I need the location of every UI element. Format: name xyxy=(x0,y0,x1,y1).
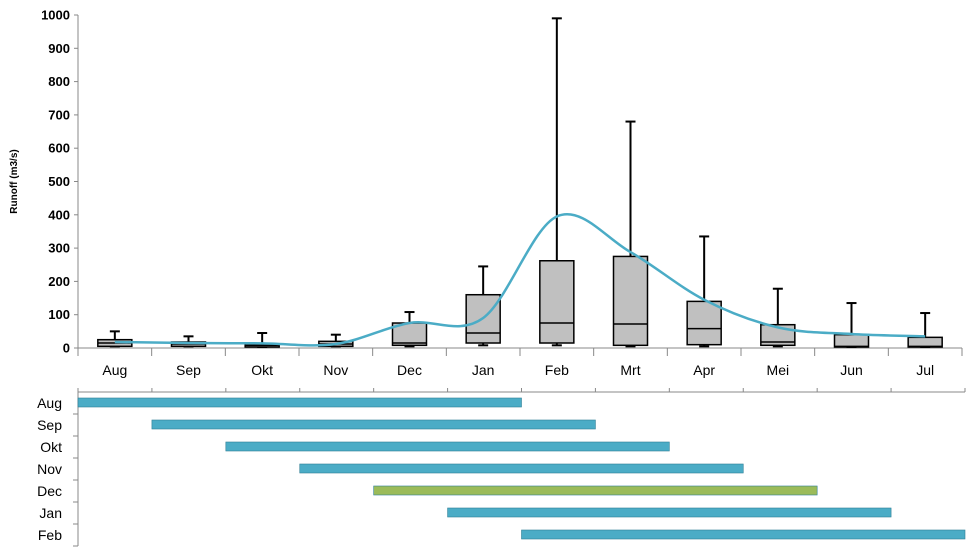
y-tick-label: 200 xyxy=(48,274,70,289)
gantt-row-label: Dec xyxy=(37,483,62,499)
gantt-bar-feb xyxy=(521,529,966,540)
y-tick-label: 300 xyxy=(48,241,70,256)
y-tick-label: 1000 xyxy=(41,8,70,23)
gantt-bar-dec xyxy=(373,485,818,496)
gantt-row-label: Sep xyxy=(37,417,62,433)
box-iqr xyxy=(907,336,943,348)
gantt-row-label: Jan xyxy=(39,505,62,521)
gantt-bar-nov xyxy=(299,463,744,474)
y-tick-label: 700 xyxy=(48,107,70,122)
box-sep xyxy=(170,335,207,348)
x-tick-label: Jun xyxy=(840,362,863,378)
box-aug xyxy=(97,330,133,348)
x-tick-label: Mei xyxy=(767,362,790,378)
x-tick-label: Sep xyxy=(176,362,201,378)
y-tick-label: 900 xyxy=(48,41,70,56)
x-tick-label: Feb xyxy=(545,362,569,378)
boxplot-panel: 0 100 200 300 400 500 600 700 800 900 1000 Runoff (… xyxy=(9,8,963,378)
gantt-bar-okt xyxy=(225,441,670,452)
box-mrt xyxy=(612,120,649,348)
gantt-panel: Aug Sep Okt Nov Dec Jan Feb xyxy=(37,388,966,547)
box-dec xyxy=(391,311,428,348)
box-feb xyxy=(539,17,575,347)
gantt-bar-sep xyxy=(151,419,596,430)
gantt-bar-aug xyxy=(77,397,522,408)
x-tick-label: Jul xyxy=(916,362,934,378)
y-axis-title: Runoff (m3/s) xyxy=(9,149,20,213)
gantt-bar-jan xyxy=(447,507,892,518)
y-tick-label: 500 xyxy=(48,174,70,189)
box-apr xyxy=(686,235,722,348)
x-tick-label: Jan xyxy=(472,362,495,378)
box-jul xyxy=(907,312,943,349)
y-tick-label: 600 xyxy=(48,141,70,156)
x-tick-label: Nov xyxy=(323,362,348,378)
y-tick-label: 400 xyxy=(48,207,70,222)
gantt-row-label: Nov xyxy=(37,461,62,477)
box-okt xyxy=(244,332,280,349)
y-tick-label: 800 xyxy=(48,74,70,89)
x-tick-label: Okt xyxy=(251,362,273,378)
box-iqr xyxy=(833,333,870,348)
gantt-row-label: Aug xyxy=(37,395,62,411)
y-tick-label: 100 xyxy=(48,307,70,322)
x-tick-label: Aug xyxy=(102,362,127,378)
mean-runoff-line xyxy=(114,213,926,347)
y-tick-label: 0 xyxy=(63,341,70,356)
box-iqr xyxy=(465,293,501,344)
x-tick-label: Apr xyxy=(693,362,715,378)
gantt-row-label: Feb xyxy=(38,527,62,543)
box-iqr xyxy=(612,255,649,347)
x-tick-label: Mrt xyxy=(620,362,640,378)
box-iqr xyxy=(686,300,722,346)
box-mei xyxy=(760,287,796,348)
x-tick-label: Dec xyxy=(397,362,422,378)
gantt-row-label: Okt xyxy=(40,439,62,455)
box-jan xyxy=(465,265,501,347)
box-jun xyxy=(833,302,870,349)
box-iqr xyxy=(539,260,575,344)
